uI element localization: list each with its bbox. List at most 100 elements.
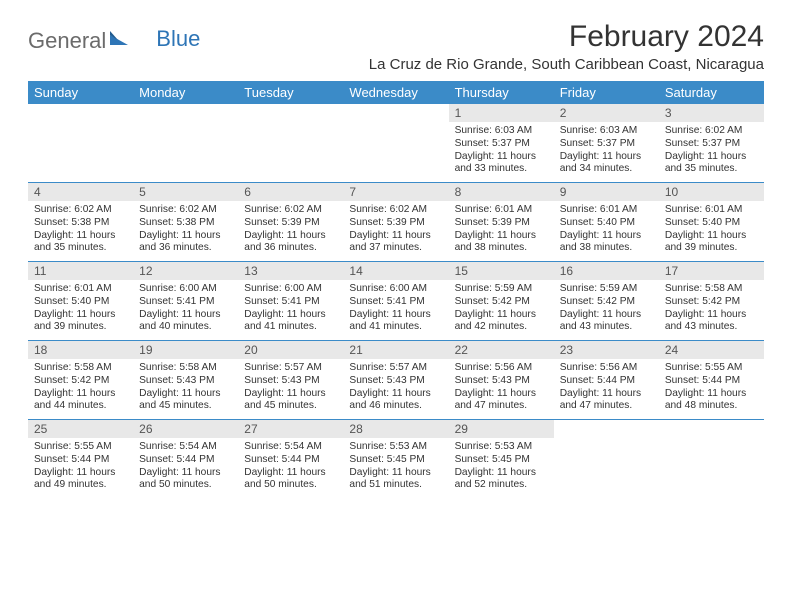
day-number: 17: [659, 262, 764, 280]
calendar-day-cell: 16Sunrise: 5:59 AMSunset: 5:42 PMDayligh…: [554, 262, 659, 341]
calendar-day-cell: 5Sunrise: 6:02 AMSunset: 5:38 PMDaylight…: [133, 183, 238, 262]
day-details: Sunrise: 6:01 AMSunset: 5:40 PMDaylight:…: [28, 280, 133, 340]
day-number: 11: [28, 262, 133, 280]
sunrise-text: Sunrise: 5:58 AM: [34, 362, 127, 375]
day-number: 13: [238, 262, 343, 280]
daylight-text: Daylight: 11 hours and 42 minutes.: [455, 309, 548, 335]
day-details: Sunrise: 6:00 AMSunset: 5:41 PMDaylight:…: [238, 280, 343, 340]
weekday-header: Saturday: [659, 81, 764, 104]
calendar-day-cell: 4Sunrise: 6:02 AMSunset: 5:38 PMDaylight…: [28, 183, 133, 262]
day-details: Sunrise: 6:02 AMSunset: 5:37 PMDaylight:…: [659, 122, 764, 182]
daylight-text: Daylight: 11 hours and 44 minutes.: [34, 388, 127, 414]
day-number: 28: [343, 420, 448, 438]
sunrise-text: Sunrise: 5:58 AM: [139, 362, 232, 375]
calendar-day-cell: 18Sunrise: 5:58 AMSunset: 5:42 PMDayligh…: [28, 341, 133, 420]
calendar-day-cell: 15Sunrise: 5:59 AMSunset: 5:42 PMDayligh…: [449, 262, 554, 341]
daylight-text: Daylight: 11 hours and 35 minutes.: [665, 151, 758, 177]
calendar-day-cell: 3Sunrise: 6:02 AMSunset: 5:37 PMDaylight…: [659, 104, 764, 183]
day-number: 19: [133, 341, 238, 359]
calendar-week-row: 4Sunrise: 6:02 AMSunset: 5:38 PMDaylight…: [28, 183, 764, 262]
sunset-text: Sunset: 5:41 PM: [349, 296, 442, 309]
day-details: Sunrise: 5:56 AMSunset: 5:44 PMDaylight:…: [554, 359, 659, 419]
logo-text-2: Blue: [156, 26, 200, 52]
daylight-text: Daylight: 11 hours and 36 minutes.: [244, 230, 337, 256]
sunrise-text: Sunrise: 5:53 AM: [455, 441, 548, 454]
day-details: Sunrise: 5:53 AMSunset: 5:45 PMDaylight:…: [343, 438, 448, 498]
day-number: 23: [554, 341, 659, 359]
day-number: 15: [449, 262, 554, 280]
daylight-text: Daylight: 11 hours and 52 minutes.: [455, 467, 548, 493]
daylight-text: Daylight: 11 hours and 50 minutes.: [139, 467, 232, 493]
daylight-text: Daylight: 11 hours and 39 minutes.: [665, 230, 758, 256]
calendar-table: Sunday Monday Tuesday Wednesday Thursday…: [28, 81, 764, 498]
day-number: 29: [449, 420, 554, 438]
day-details: Sunrise: 5:57 AMSunset: 5:43 PMDaylight:…: [238, 359, 343, 419]
sunrise-text: Sunrise: 6:00 AM: [349, 283, 442, 296]
calendar-day-cell: 8Sunrise: 6:01 AMSunset: 5:39 PMDaylight…: [449, 183, 554, 262]
month-title: February 2024: [369, 20, 764, 54]
sunset-text: Sunset: 5:45 PM: [349, 454, 442, 467]
logo: General Blue: [28, 20, 200, 54]
calendar-day-cell: 11Sunrise: 6:01 AMSunset: 5:40 PMDayligh…: [28, 262, 133, 341]
sunset-text: Sunset: 5:42 PM: [455, 296, 548, 309]
sunrise-text: Sunrise: 5:56 AM: [455, 362, 548, 375]
calendar-day-cell: 28Sunrise: 5:53 AMSunset: 5:45 PMDayligh…: [343, 420, 448, 499]
calendar-day-cell: [28, 104, 133, 183]
day-number: 7: [343, 183, 448, 201]
daylight-text: Daylight: 11 hours and 41 minutes.: [349, 309, 442, 335]
calendar-day-cell: [238, 104, 343, 183]
sunset-text: Sunset: 5:43 PM: [139, 375, 232, 388]
day-details: [238, 122, 343, 176]
sunset-text: Sunset: 5:38 PM: [139, 217, 232, 230]
day-details: Sunrise: 6:00 AMSunset: 5:41 PMDaylight:…: [343, 280, 448, 340]
logo-text-1: General: [28, 28, 106, 54]
sunset-text: Sunset: 5:37 PM: [665, 138, 758, 151]
sunset-text: Sunset: 5:44 PM: [139, 454, 232, 467]
sunset-text: Sunset: 5:44 PM: [34, 454, 127, 467]
daylight-text: Daylight: 11 hours and 38 minutes.: [455, 230, 548, 256]
calendar-day-cell: 13Sunrise: 6:00 AMSunset: 5:41 PMDayligh…: [238, 262, 343, 341]
day-details: Sunrise: 6:03 AMSunset: 5:37 PMDaylight:…: [449, 122, 554, 182]
sunrise-text: Sunrise: 5:57 AM: [349, 362, 442, 375]
sunset-text: Sunset: 5:40 PM: [665, 217, 758, 230]
day-details: Sunrise: 5:56 AMSunset: 5:43 PMDaylight:…: [449, 359, 554, 419]
daylight-text: Daylight: 11 hours and 39 minutes.: [34, 309, 127, 335]
day-number: 27: [238, 420, 343, 438]
sunset-text: Sunset: 5:40 PM: [560, 217, 653, 230]
day-details: [343, 122, 448, 176]
sunrise-text: Sunrise: 6:02 AM: [349, 204, 442, 217]
location-text: La Cruz de Rio Grande, South Caribbean C…: [369, 56, 764, 73]
calendar-day-cell: [343, 104, 448, 183]
daylight-text: Daylight: 11 hours and 37 minutes.: [349, 230, 442, 256]
day-number: 26: [133, 420, 238, 438]
day-number: 9: [554, 183, 659, 201]
sunrise-text: Sunrise: 6:00 AM: [139, 283, 232, 296]
sunrise-text: Sunrise: 6:02 AM: [665, 125, 758, 138]
daylight-text: Daylight: 11 hours and 49 minutes.: [34, 467, 127, 493]
daylight-text: Daylight: 11 hours and 51 minutes.: [349, 467, 442, 493]
day-details: [133, 122, 238, 176]
calendar-week-row: 18Sunrise: 5:58 AMSunset: 5:42 PMDayligh…: [28, 341, 764, 420]
day-details: Sunrise: 5:55 AMSunset: 5:44 PMDaylight:…: [659, 359, 764, 419]
sunset-text: Sunset: 5:39 PM: [349, 217, 442, 230]
calendar-day-cell: 9Sunrise: 6:01 AMSunset: 5:40 PMDaylight…: [554, 183, 659, 262]
weekday-header: Friday: [554, 81, 659, 104]
calendar-week-row: 1Sunrise: 6:03 AMSunset: 5:37 PMDaylight…: [28, 104, 764, 183]
daylight-text: Daylight: 11 hours and 36 minutes.: [139, 230, 232, 256]
day-details: Sunrise: 5:58 AMSunset: 5:42 PMDaylight:…: [28, 359, 133, 419]
sunset-text: Sunset: 5:42 PM: [665, 296, 758, 309]
calendar-day-cell: 2Sunrise: 6:03 AMSunset: 5:37 PMDaylight…: [554, 104, 659, 183]
calendar-day-cell: 7 Sunrise: 6:02 AMSunset: 5:39 PMDaylight…: [343, 183, 448, 262]
calendar-day-cell: 29Sunrise: 5:53 AMSunset: 5:45 PMDayligh…: [449, 420, 554, 499]
calendar-day-cell: [554, 420, 659, 499]
daylight-text: Daylight: 11 hours and 45 minutes.: [139, 388, 232, 414]
day-details: Sunrise: 6:01 AMSunset: 5:39 PMDaylight:…: [449, 201, 554, 261]
daylight-text: Daylight: 11 hours and 47 minutes.: [560, 388, 653, 414]
sunset-text: Sunset: 5:43 PM: [244, 375, 337, 388]
sunrise-text: Sunrise: 6:01 AM: [665, 204, 758, 217]
daylight-text: Daylight: 11 hours and 33 minutes.: [455, 151, 548, 177]
daylight-text: Daylight: 11 hours and 34 minutes.: [560, 151, 653, 177]
sunset-text: Sunset: 5:41 PM: [244, 296, 337, 309]
daylight-text: Daylight: 11 hours and 38 minutes.: [560, 230, 653, 256]
calendar-day-cell: [133, 104, 238, 183]
